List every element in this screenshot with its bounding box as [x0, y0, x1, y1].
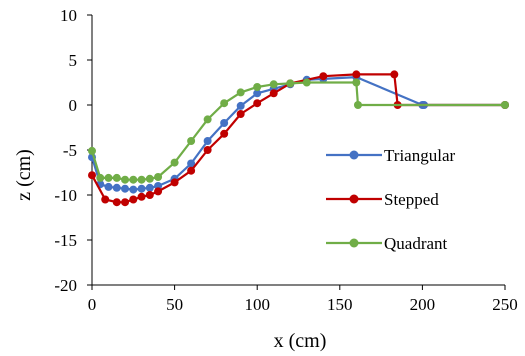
data-point — [237, 88, 245, 96]
x-tick-label: 100 — [244, 295, 270, 314]
data-point — [270, 89, 278, 97]
y-tick-label: -15 — [54, 231, 77, 250]
legend-marker — [350, 151, 359, 160]
x-tick-label: 250 — [492, 295, 518, 314]
data-point — [204, 137, 212, 145]
data-point — [113, 198, 121, 206]
series-line — [92, 83, 505, 180]
y-tick-label: 0 — [69, 96, 78, 115]
data-point — [220, 99, 228, 107]
data-point — [204, 146, 212, 154]
data-point — [303, 79, 311, 87]
legend-marker — [350, 239, 359, 248]
x-tick-label: 200 — [410, 295, 436, 314]
data-point — [390, 70, 398, 78]
legend-item-quadrant: Quadrant — [326, 234, 448, 253]
data-point — [220, 119, 228, 127]
data-point — [129, 186, 137, 194]
data-point — [101, 196, 109, 204]
legend: Triangular Stepped Quadrant — [326, 146, 455, 253]
data-point — [105, 174, 113, 182]
x-tick-label: 150 — [327, 295, 353, 314]
y-tick-label: -20 — [54, 276, 77, 295]
series-line — [92, 77, 505, 190]
data-point — [253, 99, 261, 107]
data-point — [286, 79, 294, 87]
legend-label: Quadrant — [384, 234, 448, 253]
data-point — [138, 185, 146, 193]
data-point — [105, 183, 113, 191]
x-tick-label: 50 — [166, 295, 183, 314]
data-point — [129, 176, 137, 184]
x-tick-label: 0 — [88, 295, 97, 314]
data-point — [146, 191, 154, 199]
data-point — [171, 178, 179, 186]
data-point — [96, 174, 104, 182]
series-line — [92, 74, 505, 202]
data-point — [88, 147, 96, 155]
data-point — [352, 79, 360, 87]
data-point — [146, 175, 154, 183]
data-point — [270, 80, 278, 88]
data-point — [319, 72, 327, 80]
data-point — [220, 130, 228, 138]
data-point — [204, 115, 212, 123]
data-point — [138, 193, 146, 201]
data-point — [129, 196, 137, 204]
data-point — [187, 137, 195, 145]
data-point — [352, 70, 360, 78]
legend-marker — [350, 195, 359, 204]
data-point — [237, 110, 245, 118]
data-point — [154, 187, 162, 195]
y-tick-label: 5 — [69, 51, 78, 70]
y-axis-title: z (cm) — [13, 149, 35, 201]
legend-label: Triangular — [384, 146, 455, 165]
y-tick-label: 10 — [60, 6, 77, 25]
data-point — [146, 184, 154, 192]
x-axis-title: x (cm) — [274, 330, 327, 352]
legend-label: Stepped — [384, 190, 439, 209]
y-tick-label: -5 — [63, 141, 77, 160]
data-point — [154, 173, 162, 181]
data-point — [121, 176, 129, 184]
legend-item-triangular: Triangular — [326, 146, 455, 165]
series-layer — [88, 70, 509, 206]
data-point — [88, 171, 96, 179]
data-point — [113, 174, 121, 182]
data-point — [501, 101, 509, 109]
data-point — [187, 167, 195, 175]
data-point — [237, 102, 245, 110]
legend-item-stepped: Stepped — [326, 190, 439, 209]
data-point — [121, 198, 129, 206]
data-point — [171, 159, 179, 167]
data-point — [138, 176, 146, 184]
data-point — [354, 101, 362, 109]
series-quadrant — [88, 79, 509, 184]
data-point — [113, 184, 121, 192]
y-tick-label: -10 — [54, 186, 77, 205]
data-point — [121, 185, 129, 193]
data-point — [253, 83, 261, 91]
